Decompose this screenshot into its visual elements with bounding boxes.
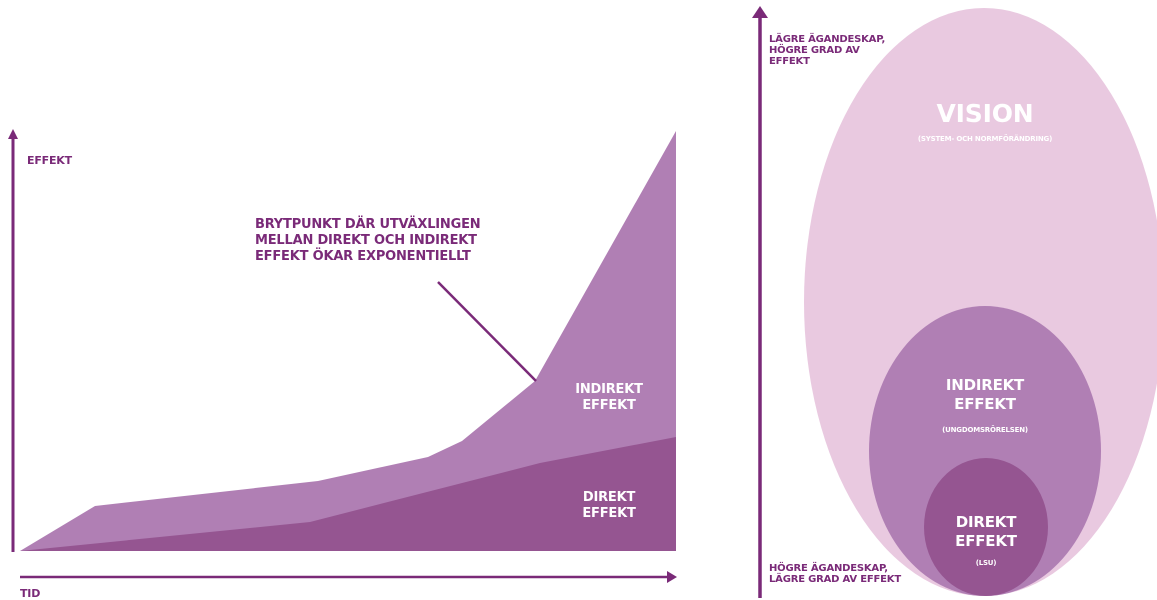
indirect-label-line-1: INDIREKT	[575, 382, 643, 397]
y-axis-arrowhead	[8, 129, 18, 139]
direct-effect-area	[20, 437, 676, 551]
direct-effect-subtitle: (LSU)	[975, 559, 997, 567]
y-axis-label: EFFEKT	[27, 154, 72, 167]
annotation-line-3: EFFEKT ÖKAR EXPONENTIELLT	[255, 249, 471, 264]
indirect-effect-area	[20, 131, 676, 551]
direct-effect-label: DIREKT EFFEKT	[562, 490, 656, 522]
annotation-line-2: MELLAN DIREKT OCH INDIREKT	[255, 233, 477, 248]
indirect-label-line-2: EFFEKT	[582, 398, 636, 413]
breakpoint-pointer-line	[437, 281, 537, 382]
direct-ellipse-line-2: EFFEKT	[955, 532, 1017, 550]
direct-ellipse-line-1: DIREKT	[955, 513, 1017, 531]
x-axis-arrowhead	[667, 571, 677, 583]
breakpoint-annotation: BRYTPUNKT DÄR UTVÄXLINGEN MELLAN DIREKT …	[255, 217, 481, 265]
low-ownership-line-3: EFFEKT	[769, 56, 810, 67]
annotation-line-1: BRYTPUNKT DÄR UTVÄXLINGEN	[255, 217, 481, 232]
high-ownership-line-2: LÄGRE GRAD AV EFFEKT	[769, 574, 901, 585]
high-ownership-line-1: HÖGRE ÄGANDESKAP,	[769, 563, 888, 574]
direct-label-line-2: EFFEKT	[582, 506, 636, 521]
indirect-effect-label: INDIREKT EFFEKT	[562, 382, 656, 414]
low-ownership-line-1: LÄGRE ÄGANDESKAP,	[769, 34, 886, 45]
direct-effect-ellipse-label: DIREKT EFFEKT	[926, 513, 1046, 551]
vision-subtitle: (SYSTEM- OCH NORMFÖRÄNDRING)	[917, 135, 1053, 143]
high-ownership-label: HÖGRE ÄGANDESKAP, LÄGRE GRAD AV EFFEKT	[769, 563, 901, 585]
indirect-effect-ellipse-label: INDIREKT EFFEKT	[905, 376, 1065, 414]
low-ownership-label: LÄGRE ÄGANDESKAP, HÖGRE GRAD AV EFFEKT	[769, 34, 885, 67]
x-axis-label: TID	[20, 587, 41, 600]
vision-title: VISION	[936, 99, 1034, 128]
indirect-ellipse-line-2: EFFEKT	[954, 395, 1016, 413]
low-ownership-line-2: HÖGRE GRAD AV	[769, 45, 860, 56]
indirect-ellipse-line-1: INDIREKT	[945, 376, 1025, 394]
direct-label-line-1: DIREKT	[582, 490, 636, 505]
indirect-effect-subtitle: (UNGDOMSRÖRELSEN)	[942, 426, 1028, 434]
direct-effect-ellipse	[924, 458, 1048, 596]
ownership-axis-arrowhead	[752, 6, 768, 18]
